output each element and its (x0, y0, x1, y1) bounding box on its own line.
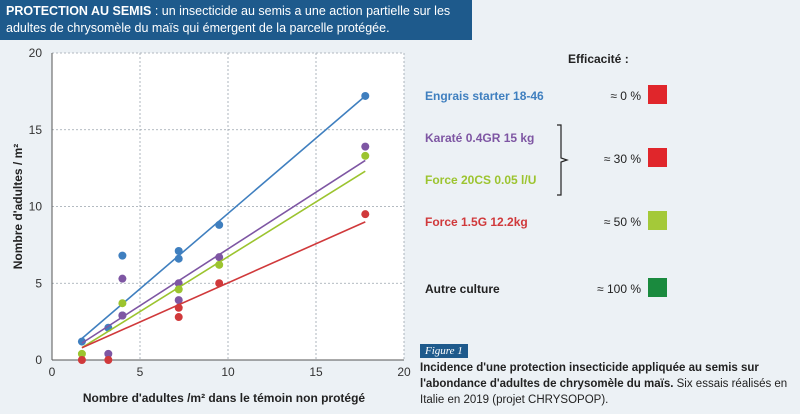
data-point-0-6 (215, 220, 224, 229)
y-tick-label: 5 (35, 276, 42, 290)
x-tick-label: 5 (137, 365, 144, 379)
header-banner: PROTECTION AU SEMIS : un insecticide au … (0, 0, 472, 40)
data-point-1-1 (118, 311, 127, 320)
trend-line-3 (81, 221, 366, 349)
legend-item-force20cs: Force 20CS 0.05 l/U (425, 173, 536, 187)
efficacy-swatch-30 (648, 148, 667, 167)
legend-label-karate: Karaté 0.4GR 15 kg (425, 131, 535, 145)
group-brace (557, 124, 569, 196)
efficacy-value-100: ≈ 100 % (597, 282, 641, 296)
data-point-2-2 (174, 285, 183, 294)
data-point-2-1 (118, 299, 127, 308)
data-point-2-4 (361, 151, 370, 160)
data-point-0-0 (77, 337, 86, 346)
legend-label-engrais: Engrais starter 18-46 (425, 89, 544, 103)
y-tick-label: 15 (29, 123, 43, 137)
data-point-1-2 (118, 274, 127, 283)
efficacy-swatch-0 (648, 85, 667, 104)
legend-label-force20cs: Force 20CS 0.05 l/U (425, 173, 537, 187)
data-point-1-6 (361, 142, 370, 151)
legend-item-force15g: Force 1.5G 12.2kg (425, 215, 528, 229)
data-point-3-2 (174, 303, 183, 312)
data-point-1-5 (215, 253, 224, 262)
efficacy-value-30: ≈ 30 % (603, 152, 641, 166)
figure-tag: Figure 1 (420, 344, 468, 358)
legend-label-autre: Autre culture (425, 282, 500, 296)
trend-line-2 (81, 170, 366, 349)
data-point-0-5 (174, 254, 183, 263)
figure-caption: Incidence d'une protection insecticide a… (420, 360, 795, 408)
scatter-chart: 0 5 10 15 20 0 5 10 15 20 Nombre d'adultes /m² dan… (11, 46, 411, 405)
data-point-2-3 (215, 260, 224, 269)
efficacy-value-0: ≈ 0 % (610, 89, 641, 103)
y-tick-label: 10 (29, 200, 43, 214)
data-point-3-4 (215, 279, 224, 288)
legend-item-autre: Autre culture (425, 282, 500, 296)
legend-item-karate: Karaté 0.4GR 15 kg (425, 131, 534, 145)
y-tick-label: 20 (29, 46, 43, 60)
data-point-2-0 (77, 349, 86, 358)
caption-bold: Incidence d'une protection insecticide a… (420, 362, 759, 390)
header-title-bold: PROTECTION AU SEMIS (6, 4, 152, 18)
caption-rest: Six essais réalisés en Italie en 2019 (p… (420, 378, 788, 406)
legend-item-engrais: Engrais starter 18-46 (425, 89, 544, 103)
data-point-3-5 (361, 210, 370, 219)
data-point-3-1 (104, 356, 113, 364)
data-point-0-4 (174, 247, 183, 256)
x-tick-label: 15 (309, 365, 323, 379)
x-tick-label: 0 (49, 365, 56, 379)
x-tick-label: 20 (397, 365, 411, 379)
data-point-1-3 (174, 296, 183, 305)
data-point-0-3 (118, 251, 127, 260)
x-axis-label: Nombre d'adultes /m² dans le témoin non … (83, 391, 366, 405)
trend-line-0 (81, 95, 366, 340)
efficacy-value-50: ≈ 50 % (603, 215, 641, 229)
x-tick-label: 10 (221, 365, 235, 379)
efficacy-header: Efficacité : (568, 52, 629, 66)
legend-label-force15g: Force 1.5G 12.2kg (425, 215, 528, 229)
data-point-1-0 (104, 349, 113, 358)
y-tick-label: 0 (35, 353, 42, 367)
header-title-rest: : un insecticide au semis a une action p… (6, 4, 451, 35)
data-point-3-0 (77, 356, 86, 364)
trend-line-1 (81, 159, 366, 344)
data-point-0-7 (361, 91, 370, 100)
y-axis-label: Nombre d'adultes / m² (11, 144, 25, 270)
efficacy-swatch-50 (648, 211, 667, 230)
data-point-3-3 (174, 313, 183, 322)
efficacy-swatch-100 (648, 278, 667, 297)
